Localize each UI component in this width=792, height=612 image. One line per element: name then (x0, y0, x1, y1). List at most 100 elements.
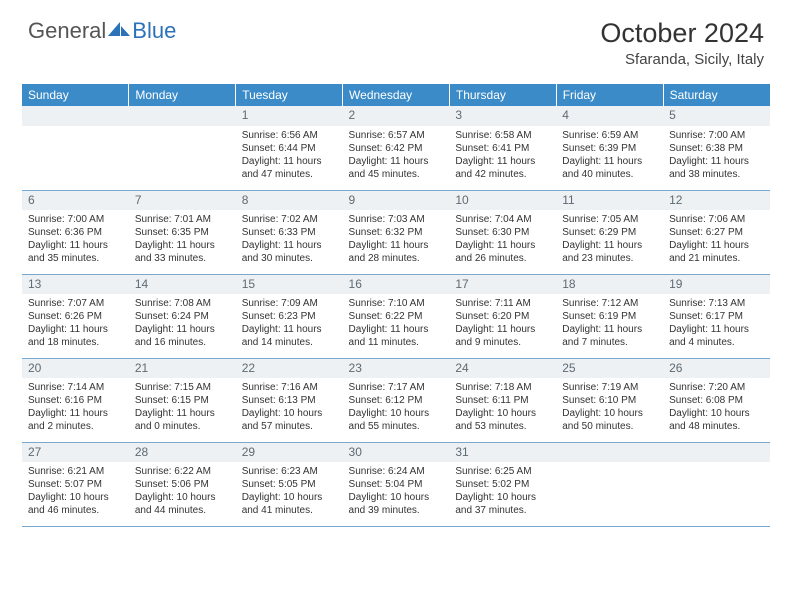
day-details: Sunrise: 7:10 AMSunset: 6:22 PMDaylight:… (343, 294, 450, 351)
logo-word2: Blue (132, 18, 176, 44)
calendar-day-cell: 12Sunrise: 7:06 AMSunset: 6:27 PMDayligh… (663, 190, 770, 274)
calendar-day-cell: 6Sunrise: 7:00 AMSunset: 6:36 PMDaylight… (22, 190, 129, 274)
weekday-header: Monday (129, 84, 236, 106)
day-details: Sunrise: 7:03 AMSunset: 6:32 PMDaylight:… (343, 210, 450, 267)
calendar-body: 1Sunrise: 6:56 AMSunset: 6:44 PMDaylight… (22, 106, 770, 526)
day-number: 25 (556, 359, 663, 379)
day-number: 31 (449, 443, 556, 463)
day-details: Sunrise: 7:00 AMSunset: 6:36 PMDaylight:… (22, 210, 129, 267)
weekday-header: Sunday (22, 84, 129, 106)
calendar-empty-cell (22, 106, 129, 190)
calendar-day-cell: 1Sunrise: 6:56 AMSunset: 6:44 PMDaylight… (236, 106, 343, 190)
calendar-day-cell: 30Sunrise: 6:24 AMSunset: 5:04 PMDayligh… (343, 442, 450, 526)
day-details: Sunrise: 7:08 AMSunset: 6:24 PMDaylight:… (129, 294, 236, 351)
day-details: Sunrise: 6:21 AMSunset: 5:07 PMDaylight:… (22, 462, 129, 519)
day-number-empty (129, 106, 236, 126)
day-number: 28 (129, 443, 236, 463)
calendar-empty-cell (129, 106, 236, 190)
calendar-day-cell: 10Sunrise: 7:04 AMSunset: 6:30 PMDayligh… (449, 190, 556, 274)
day-number: 6 (22, 191, 129, 211)
calendar-day-cell: 15Sunrise: 7:09 AMSunset: 6:23 PMDayligh… (236, 274, 343, 358)
day-number-empty (556, 443, 663, 463)
day-number: 12 (663, 191, 770, 211)
calendar-day-cell: 4Sunrise: 6:59 AMSunset: 6:39 PMDaylight… (556, 106, 663, 190)
day-details: Sunrise: 6:56 AMSunset: 6:44 PMDaylight:… (236, 126, 343, 183)
day-details: Sunrise: 6:57 AMSunset: 6:42 PMDaylight:… (343, 126, 450, 183)
day-number: 2 (343, 106, 450, 126)
calendar-week-row: 1Sunrise: 6:56 AMSunset: 6:44 PMDaylight… (22, 106, 770, 190)
day-details: Sunrise: 6:58 AMSunset: 6:41 PMDaylight:… (449, 126, 556, 183)
day-details: Sunrise: 6:59 AMSunset: 6:39 PMDaylight:… (556, 126, 663, 183)
calendar-day-cell: 21Sunrise: 7:15 AMSunset: 6:15 PMDayligh… (129, 358, 236, 442)
weekday-header: Friday (556, 84, 663, 106)
calendar-day-cell: 3Sunrise: 6:58 AMSunset: 6:41 PMDaylight… (449, 106, 556, 190)
calendar-day-cell: 14Sunrise: 7:08 AMSunset: 6:24 PMDayligh… (129, 274, 236, 358)
header: General Blue October 2024 Sfaranda, Sici… (0, 0, 792, 78)
day-number: 22 (236, 359, 343, 379)
day-number: 8 (236, 191, 343, 211)
day-number: 1 (236, 106, 343, 126)
day-number: 21 (129, 359, 236, 379)
day-number: 3 (449, 106, 556, 126)
day-number: 17 (449, 275, 556, 295)
day-details: Sunrise: 7:17 AMSunset: 6:12 PMDaylight:… (343, 378, 450, 435)
calendar-day-cell: 2Sunrise: 6:57 AMSunset: 6:42 PMDaylight… (343, 106, 450, 190)
day-details: Sunrise: 7:16 AMSunset: 6:13 PMDaylight:… (236, 378, 343, 435)
calendar-day-cell: 25Sunrise: 7:19 AMSunset: 6:10 PMDayligh… (556, 358, 663, 442)
calendar-table: SundayMondayTuesdayWednesdayThursdayFrid… (22, 84, 770, 527)
weekday-header: Thursday (449, 84, 556, 106)
calendar-day-cell: 28Sunrise: 6:22 AMSunset: 5:06 PMDayligh… (129, 442, 236, 526)
day-details: Sunrise: 6:25 AMSunset: 5:02 PMDaylight:… (449, 462, 556, 519)
calendar-week-row: 20Sunrise: 7:14 AMSunset: 6:16 PMDayligh… (22, 358, 770, 442)
logo-sail-icon (108, 18, 130, 44)
calendar-day-cell: 5Sunrise: 7:00 AMSunset: 6:38 PMDaylight… (663, 106, 770, 190)
day-number: 24 (449, 359, 556, 379)
calendar-day-cell: 29Sunrise: 6:23 AMSunset: 5:05 PMDayligh… (236, 442, 343, 526)
day-details: Sunrise: 7:01 AMSunset: 6:35 PMDaylight:… (129, 210, 236, 267)
day-number: 4 (556, 106, 663, 126)
day-number: 29 (236, 443, 343, 463)
day-number: 26 (663, 359, 770, 379)
day-details: Sunrise: 7:07 AMSunset: 6:26 PMDaylight:… (22, 294, 129, 351)
day-details: Sunrise: 7:09 AMSunset: 6:23 PMDaylight:… (236, 294, 343, 351)
day-details: Sunrise: 7:15 AMSunset: 6:15 PMDaylight:… (129, 378, 236, 435)
calendar-day-cell: 24Sunrise: 7:18 AMSunset: 6:11 PMDayligh… (449, 358, 556, 442)
day-number: 7 (129, 191, 236, 211)
day-number: 9 (343, 191, 450, 211)
weekday-header: Wednesday (343, 84, 450, 106)
day-details: Sunrise: 7:12 AMSunset: 6:19 PMDaylight:… (556, 294, 663, 351)
calendar-day-cell: 22Sunrise: 7:16 AMSunset: 6:13 PMDayligh… (236, 358, 343, 442)
day-number: 14 (129, 275, 236, 295)
day-number-empty (663, 443, 770, 463)
weekday-header-row: SundayMondayTuesdayWednesdayThursdayFrid… (22, 84, 770, 106)
day-number: 18 (556, 275, 663, 295)
calendar-day-cell: 7Sunrise: 7:01 AMSunset: 6:35 PMDaylight… (129, 190, 236, 274)
day-number-empty (22, 106, 129, 126)
day-number: 20 (22, 359, 129, 379)
day-number: 13 (22, 275, 129, 295)
day-details: Sunrise: 7:06 AMSunset: 6:27 PMDaylight:… (663, 210, 770, 267)
day-number: 23 (343, 359, 450, 379)
day-details: Sunrise: 7:04 AMSunset: 6:30 PMDaylight:… (449, 210, 556, 267)
day-details: Sunrise: 7:13 AMSunset: 6:17 PMDaylight:… (663, 294, 770, 351)
calendar-day-cell: 27Sunrise: 6:21 AMSunset: 5:07 PMDayligh… (22, 442, 129, 526)
day-number: 27 (22, 443, 129, 463)
calendar-day-cell: 8Sunrise: 7:02 AMSunset: 6:33 PMDaylight… (236, 190, 343, 274)
calendar-day-cell: 31Sunrise: 6:25 AMSunset: 5:02 PMDayligh… (449, 442, 556, 526)
calendar-day-cell: 18Sunrise: 7:12 AMSunset: 6:19 PMDayligh… (556, 274, 663, 358)
day-details: Sunrise: 7:11 AMSunset: 6:20 PMDaylight:… (449, 294, 556, 351)
title-block: October 2024 Sfaranda, Sicily, Italy (600, 18, 764, 68)
weekday-header: Tuesday (236, 84, 343, 106)
day-details: Sunrise: 7:20 AMSunset: 6:08 PMDaylight:… (663, 378, 770, 435)
day-number: 11 (556, 191, 663, 211)
calendar-empty-cell (556, 442, 663, 526)
calendar-day-cell: 9Sunrise: 7:03 AMSunset: 6:32 PMDaylight… (343, 190, 450, 274)
page-title: October 2024 (600, 18, 764, 49)
calendar-day-cell: 20Sunrise: 7:14 AMSunset: 6:16 PMDayligh… (22, 358, 129, 442)
day-number: 19 (663, 275, 770, 295)
day-number: 16 (343, 275, 450, 295)
day-details: Sunrise: 7:18 AMSunset: 6:11 PMDaylight:… (449, 378, 556, 435)
weekday-header: Saturday (663, 84, 770, 106)
calendar-day-cell: 23Sunrise: 7:17 AMSunset: 6:12 PMDayligh… (343, 358, 450, 442)
calendar-empty-cell (663, 442, 770, 526)
